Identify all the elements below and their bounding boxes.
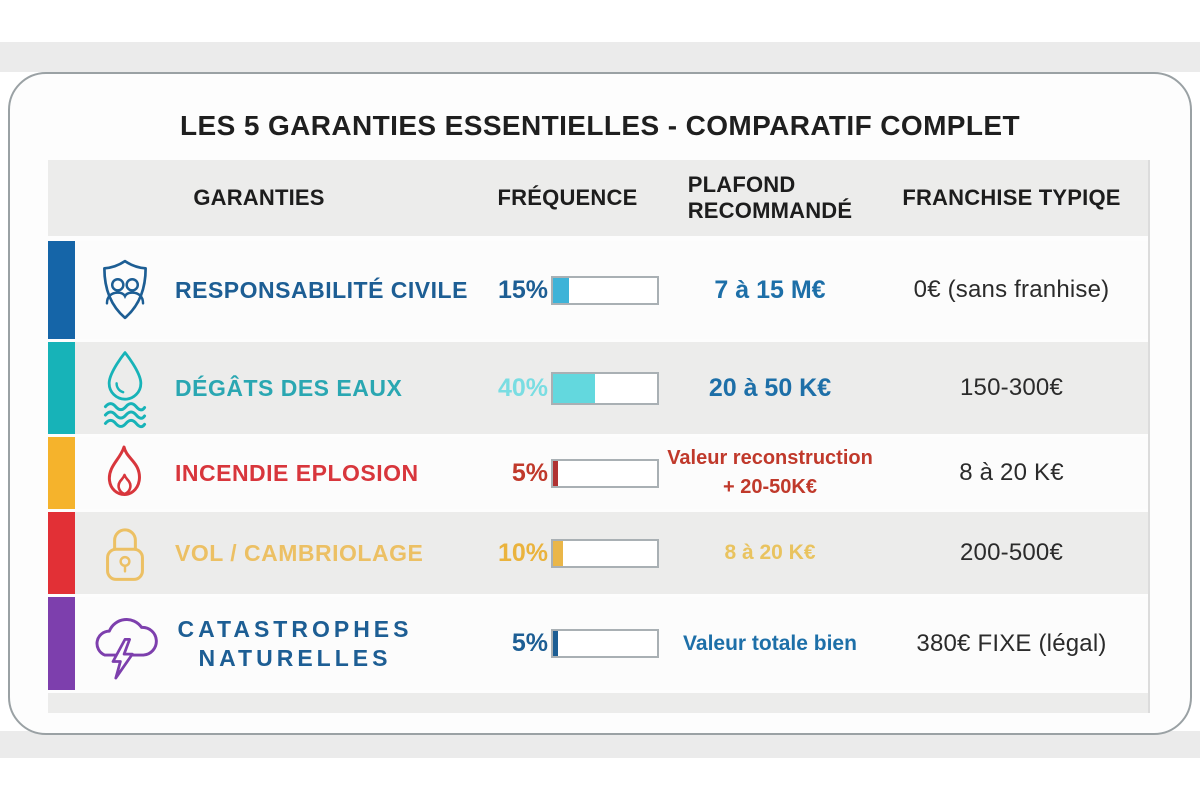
frequency-bar-fill [553,460,559,486]
frequency-cell: 5% [470,629,665,658]
franchise-cell: 380€ FIXE (légal) [916,629,1107,657]
franchise-cell: 0€ (sans franhise) [913,276,1110,303]
row-label: DÉGÂTS DES EAUX [175,374,470,403]
row-icon-cell [75,443,175,503]
franchise-cell: 200-500€ [959,539,1064,566]
row-label-line1: RESPONSABILITÉ CIVILE [175,276,468,303]
franchise-cell: 8 à 20 K€ [959,459,1064,486]
plafond-value: 20 à 50 K€ [708,373,832,402]
row-icon-cell [75,606,175,682]
frequency-value: 40% [497,373,548,402]
table-row-incendie-explosion: INCENDIE EPLOSION 5% Valeur reconstructi… [48,437,1148,509]
row-label-line1: VOL / CAMBRIOLAGE [175,539,424,566]
bottom-band [0,731,1200,758]
plafond-value: 7 à 15 M€ [714,275,826,304]
frequency-bar [551,629,659,658]
table-row-vol-cambriolage: VOL / CAMBRIOLAGE 10% 8 à 20 K€ 200-500€ [48,512,1148,594]
table-row-catastrophes-naturelles: CATASTROPHES NATURELLES 5% Valeur totale… [48,597,1148,690]
frequency-cell: 10% [470,538,665,568]
row-label: INCENDIE EPLOSION [175,459,470,488]
frequency-bar [551,458,659,488]
comparison-card: LES 5 GARANTIES ESSENTIELLES - COMPARATI… [8,72,1192,735]
padlock-icon [98,520,152,586]
frequency-cell: 5% [470,458,665,488]
page-title: LES 5 GARANTIES ESSENTIELLES - COMPARATI… [180,110,1020,141]
frequency-value: 10% [497,538,548,567]
plafond-value: 8 à 20 K€ [724,541,816,564]
plafond-cell: 20 à 50 K€ [665,374,875,403]
table-header-row: GARANTIES FRÉQUENCE PLAFOND RECOMMANDÉ F… [48,160,1148,236]
frequency-value: 15% [497,275,548,304]
header-franchise: FRANCHISE TYPIQE [902,185,1121,210]
table-row-responsabilite-civile: RESPONSABILITÉ CIVILE 15% 7 à 15 M€ 0€ (… [48,241,1148,339]
header-garanties: GARANTIES [193,185,325,210]
plafond-cell: 7 à 15 M€ [665,276,875,305]
row-label-line1: CATASTROPHES [177,615,413,642]
header-frequence: FRÉQUENCE [497,185,638,210]
row-accent-bar [48,437,75,509]
row-icon-cell [75,347,175,429]
frequency-bar-fill [553,631,559,656]
header-plafond: PLAFOND RECOMMANDÉ [665,172,875,224]
frequency-cell: 40% [470,371,665,405]
row-accent-bar [48,512,75,594]
row-accent-bar [48,241,75,339]
table-row-degats-des-eaux: DÉGÂTS DES EAUX 40% 20 à 50 K€ 150-300€ [48,342,1148,434]
franchise-cell: 150-300€ [959,374,1064,401]
water-drop-icon [95,347,155,429]
row-label-line2: NATURELLES [198,644,392,671]
frequency-bar-fill [553,540,564,566]
row-label: RESPONSABILITÉ CIVILE [175,276,470,305]
row-label-line1: DÉGÂTS DES EAUX [175,374,403,401]
header-plafond-line2: RECOMMANDÉ [687,198,853,223]
plafond-cell: Valeur reconstruction + 20-50K€ [665,444,875,502]
header-plafond-line1: PLAFOND [687,172,796,198]
flame-icon [97,443,153,503]
top-band [0,42,1200,72]
plafond-value: Valeur totale bien [683,631,857,655]
shield-people-icon [92,257,158,323]
row-label: VOL / CAMBRIOLAGE [175,539,470,568]
row-icon-cell [75,257,175,323]
row-icon-cell [75,520,175,586]
plafond-value-line1: Valeur reconstruction [667,447,873,469]
frequency-value: 5% [511,458,548,487]
frequency-bar [551,538,659,568]
plafond-cell: Valeur totale bien [665,632,875,656]
frequency-cell: 15% [470,275,665,305]
frequency-bar [551,371,659,405]
table-bottom-strip [48,693,1148,713]
frequency-bar-fill [553,373,595,403]
comparison-table: GARANTIES FRÉQUENCE PLAFOND RECOMMANDÉ F… [48,160,1150,713]
frequency-bar-fill [553,277,569,303]
row-label-line1: INCENDIE EPLOSION [175,459,419,486]
row-accent-bar [48,342,75,434]
frequency-bar [551,275,659,305]
row-label: CATASTROPHES NATURELLES [175,615,470,673]
frequency-value: 5% [511,629,548,657]
plafond-cell: 8 à 20 K€ [665,541,875,565]
storm-cloud-icon [90,606,160,682]
row-accent-bar [48,597,75,690]
plafond-value-line2: + 20-50K€ [723,476,817,498]
